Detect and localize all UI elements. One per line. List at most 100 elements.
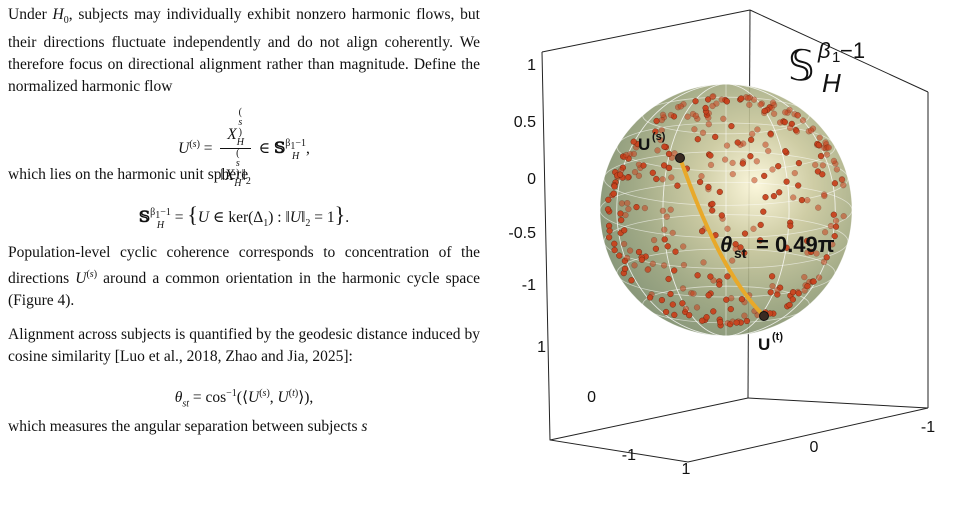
svg-text:(s): (s) bbox=[652, 131, 666, 143]
sample-point bbox=[661, 162, 668, 169]
sample-point bbox=[635, 161, 643, 168]
sample-point bbox=[667, 111, 675, 119]
sample-point bbox=[705, 292, 712, 299]
sample-point bbox=[697, 178, 704, 186]
sample-point bbox=[831, 233, 838, 240]
sample-point bbox=[699, 129, 707, 136]
sample-point bbox=[672, 248, 679, 255]
sample-point bbox=[839, 176, 846, 183]
sample-point bbox=[821, 192, 828, 200]
sample-point bbox=[733, 319, 740, 326]
point-u-s-marker bbox=[675, 153, 685, 163]
sample-point bbox=[624, 200, 631, 207]
sample-point bbox=[827, 222, 835, 230]
sample-point bbox=[741, 249, 748, 257]
sample-point bbox=[680, 261, 688, 269]
sample-point bbox=[671, 267, 678, 274]
y-axis-ticks: 1 0 -1 bbox=[537, 339, 636, 464]
sample-point bbox=[769, 166, 776, 173]
sphere-grid bbox=[599, 83, 853, 337]
sample-point bbox=[611, 183, 618, 190]
sample-point bbox=[641, 205, 649, 212]
sample-point bbox=[810, 278, 817, 285]
sample-point bbox=[659, 176, 666, 183]
sample-point bbox=[830, 157, 838, 165]
sample-point bbox=[734, 139, 741, 146]
z-tick-neg0.5: -0.5 bbox=[508, 225, 536, 242]
sample-point bbox=[605, 234, 613, 241]
sample-point bbox=[799, 117, 807, 124]
sample-point bbox=[718, 212, 725, 219]
sample-point bbox=[822, 229, 829, 236]
sample-point bbox=[611, 247, 618, 254]
sample-point bbox=[659, 207, 667, 214]
z-tick-neg1: -1 bbox=[522, 277, 536, 294]
sample-point bbox=[710, 308, 717, 315]
sample-point bbox=[787, 222, 794, 230]
sample-point bbox=[783, 244, 790, 251]
sample-point bbox=[674, 182, 681, 189]
sample-point bbox=[774, 287, 781, 294]
sample-point bbox=[647, 294, 654, 301]
sample-point bbox=[795, 182, 802, 189]
sample-point bbox=[727, 306, 734, 313]
sample-point bbox=[680, 243, 687, 250]
sample-point bbox=[783, 178, 790, 185]
sample-point bbox=[716, 188, 723, 196]
sample-point bbox=[812, 161, 819, 169]
sample-point bbox=[757, 101, 764, 108]
sample-point bbox=[638, 256, 646, 263]
sample-point bbox=[749, 130, 756, 138]
sample-point bbox=[769, 283, 776, 290]
sample-point bbox=[757, 237, 764, 244]
sample-point bbox=[709, 207, 716, 214]
sample-point bbox=[605, 196, 612, 203]
sample-point bbox=[753, 158, 760, 165]
sample-point bbox=[840, 182, 847, 189]
text-column: Under H0, subjects may individually exhi… bbox=[8, 0, 480, 438]
sample-point bbox=[618, 217, 625, 224]
sample-point bbox=[816, 134, 823, 141]
svg-text:U: U bbox=[638, 135, 650, 154]
sample-point bbox=[709, 93, 716, 100]
sample-point bbox=[649, 169, 656, 176]
sample-point bbox=[694, 272, 701, 279]
equation-geodesic: θst = cos−1(⟨U(s), U(t)⟩), bbox=[174, 388, 314, 410]
angle-label: θ st = 0.49π bbox=[720, 232, 835, 261]
sample-point bbox=[627, 247, 634, 254]
y-tick-neg1: -1 bbox=[622, 447, 636, 464]
sample-point bbox=[677, 103, 684, 110]
sample-point bbox=[762, 194, 769, 201]
sample-point bbox=[804, 283, 811, 290]
sample-point bbox=[767, 289, 774, 296]
sample-point bbox=[658, 297, 666, 304]
point-u-s-label: U (s) bbox=[638, 131, 666, 154]
svg-text:−1: −1 bbox=[840, 38, 865, 63]
sample-point bbox=[653, 175, 660, 183]
sample-point bbox=[702, 104, 709, 112]
sample-point bbox=[658, 116, 665, 124]
sample-point bbox=[795, 290, 802, 297]
sample-point bbox=[724, 225, 731, 232]
sample-point bbox=[669, 229, 676, 237]
sample-point bbox=[816, 274, 823, 281]
sample-point bbox=[611, 240, 618, 247]
sample-point bbox=[717, 319, 724, 326]
sample-point bbox=[671, 311, 678, 319]
sample-point bbox=[830, 211, 837, 218]
sample-point bbox=[738, 95, 745, 102]
sample-point bbox=[723, 98, 731, 105]
sample-point bbox=[782, 109, 789, 116]
sample-point bbox=[661, 226, 668, 233]
paragraph-null-hypothesis: Under H0, subjects may individually exhi… bbox=[8, 6, 480, 96]
sample-point bbox=[705, 114, 712, 121]
sample-point bbox=[698, 173, 705, 180]
sample-point bbox=[767, 131, 775, 138]
sample-point bbox=[789, 296, 796, 303]
sample-point bbox=[769, 273, 776, 280]
sample-point bbox=[743, 317, 751, 325]
sample-point bbox=[699, 317, 706, 324]
sample-point bbox=[770, 193, 778, 200]
sample-point bbox=[760, 208, 767, 215]
